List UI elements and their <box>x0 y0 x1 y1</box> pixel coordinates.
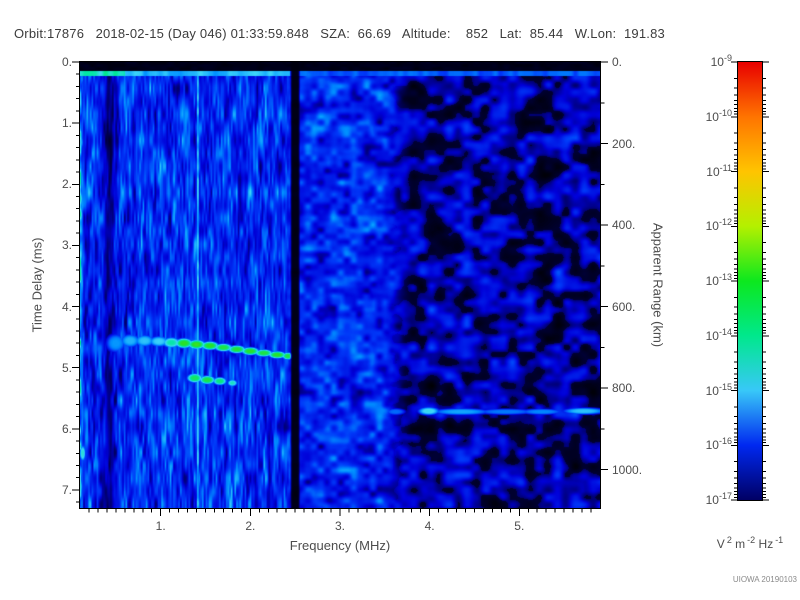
header-title: Orbit:17876 2018-02-15 (Day 046) 01:33:5… <box>14 26 665 41</box>
colorbar-tick-label: 10-16 <box>705 436 732 453</box>
y-left-tick-label: 7. <box>61 482 72 497</box>
y-right-tick-label: 200. <box>612 136 636 151</box>
y-left-tick-label: 6. <box>61 421 72 436</box>
x-axis-title: Frequency (MHz) <box>289 538 391 553</box>
spectrogram-canvas <box>80 62 600 508</box>
y-left-tick-label: 1. <box>61 116 72 131</box>
y-right-tick-label: 600. <box>612 299 636 314</box>
x-tick-label: 4. <box>424 519 435 533</box>
colorbar-tick-label: 10-9 <box>710 53 732 69</box>
credit-text: UIOWA 20190103 <box>732 575 797 584</box>
spectrogram-plot <box>80 62 600 508</box>
colorbar-tick-label: 10-10 <box>705 107 732 124</box>
y-left-tick-label: 2. <box>61 177 72 192</box>
y-right-tick-label: 400. <box>612 218 636 233</box>
y-axis-title-left: Time Delay (ms) <box>29 237 45 333</box>
y-axis-title-right: Apparent Range (km) <box>650 222 666 348</box>
x-tick-label: 2. <box>245 519 256 533</box>
colorbar-gradient <box>738 62 762 500</box>
y-right-tick-label: 1000. <box>612 462 643 477</box>
colorbar-tick-label: 10-15 <box>705 381 732 398</box>
y-right-tick-label: 800. <box>612 381 636 396</box>
colorbar-tick-label: 10-14 <box>705 326 732 343</box>
y-right-tick-label: 0. <box>612 55 623 69</box>
y-left-tick-label: 0. <box>61 55 72 69</box>
x-tick-label: 1. <box>155 519 166 533</box>
colorbar-tick-label: 10-13 <box>705 272 732 288</box>
x-tick-label: 5. <box>514 519 525 533</box>
y-left-tick-label: 5. <box>61 360 72 375</box>
colorbar-tick-label: 10-17 <box>705 491 732 507</box>
colorbar-tick-label: 10-11 <box>706 162 732 179</box>
colorbar-tick-label: 10-12 <box>705 217 732 234</box>
x-tick-label: 3. <box>334 519 345 533</box>
